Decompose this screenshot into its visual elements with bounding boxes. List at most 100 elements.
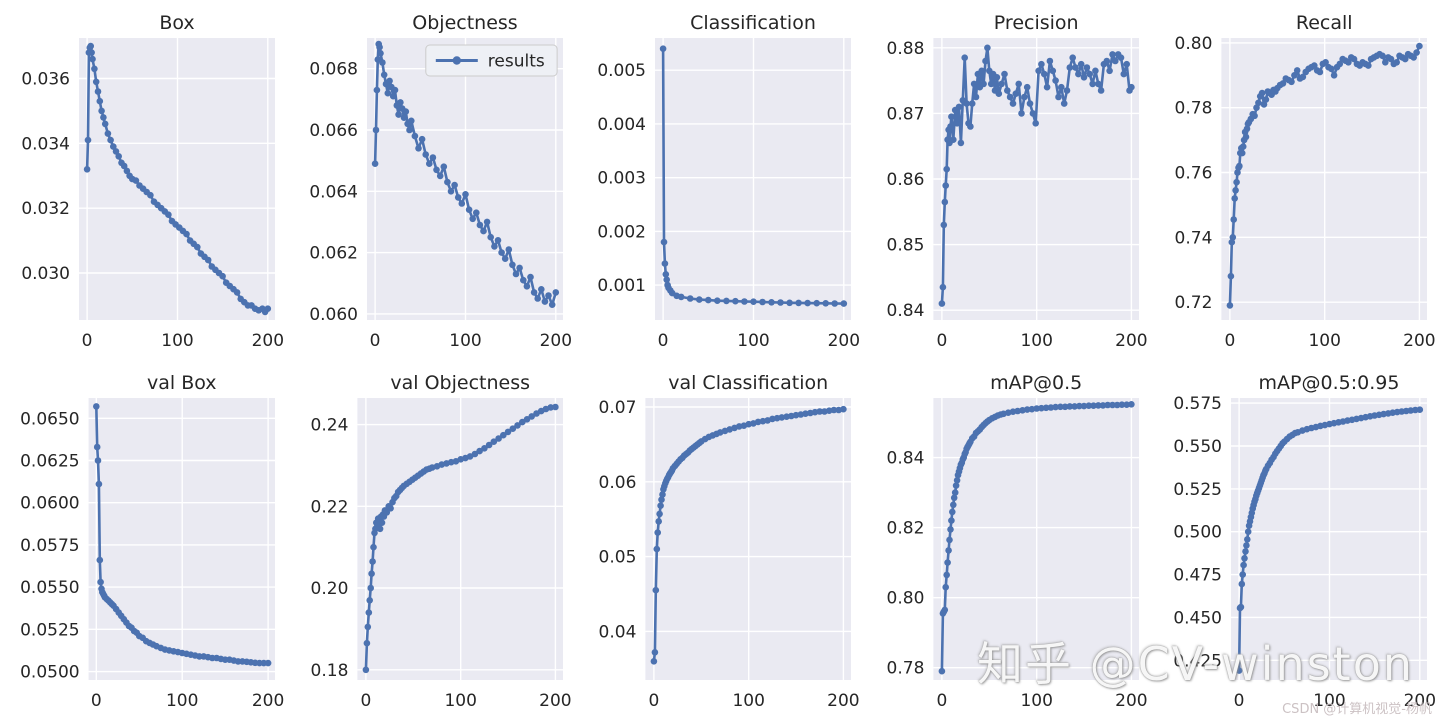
svg-text:0.0550: 0.0550 <box>20 578 79 598</box>
series-results <box>1235 406 1424 674</box>
svg-text:0: 0 <box>91 691 102 711</box>
svg-text:0: 0 <box>936 331 947 351</box>
chart-title: val Classification <box>668 372 828 394</box>
x-tick-labels: 0 100 200 <box>936 331 1147 351</box>
chart-cell-val-classification: 0.04 0.05 0.06 0.07 0 100 200 val Classificatio… <box>576 360 864 720</box>
chart-cell-box: 0.030 0.032 0.034 0.036 0 100 200 Box <box>0 0 288 360</box>
svg-text:0.068: 0.068 <box>309 60 358 80</box>
y-tick-labels: 0.030 0.032 0.034 0.036 <box>21 70 70 285</box>
chart-title: Classification <box>690 12 816 34</box>
svg-text:0: 0 <box>82 331 93 351</box>
svg-text:100: 100 <box>1313 691 1345 711</box>
svg-text:0.04: 0.04 <box>599 622 637 642</box>
chart-title: val Box <box>147 372 217 394</box>
svg-text:0.003: 0.003 <box>597 169 646 189</box>
series-results <box>93 403 272 667</box>
x-tick-labels: 0 100 200 <box>648 691 859 711</box>
svg-text:0.575: 0.575 <box>1173 394 1222 414</box>
x-tick-labels: 0 100 200 <box>370 331 572 351</box>
svg-text:200: 200 <box>540 331 572 351</box>
svg-text:0.0525: 0.0525 <box>20 620 79 640</box>
chart-title: val Objectness <box>390 372 530 394</box>
svg-text:0: 0 <box>936 691 947 711</box>
x-tick-labels: 0 100 200 <box>1234 691 1436 711</box>
svg-text:0.76: 0.76 <box>1175 164 1213 184</box>
chart-val-objectness: 0.18 0.20 0.22 0.24 0 100 200 val Objectness <box>311 372 572 711</box>
svg-text:0.425: 0.425 <box>1173 651 1222 671</box>
svg-text:0.0600: 0.0600 <box>20 494 79 514</box>
chart-title: Objectness <box>412 12 517 34</box>
svg-text:200: 200 <box>1115 331 1147 351</box>
svg-text:100: 100 <box>1308 331 1340 351</box>
chart-objectness: 0.060 0.062 0.064 0.066 0.068 0 100 200 results O… <box>309 12 572 351</box>
chart-val-box: 0.0500 0.0525 0.0550 0.0575 0.0600 0.0625 0.06… <box>20 372 284 711</box>
chart-classification: 0.001 0.002 0.003 0.004 0.005 0 100 200 Classifi… <box>597 12 860 351</box>
svg-text:0.07: 0.07 <box>599 398 637 418</box>
y-tick-labels: 0.425 0.450 0.475 0.500 0.525 0.550 0.575 <box>1173 394 1222 671</box>
chart-cell-classification: 0.001 0.002 0.003 0.004 0.005 0 100 200 Classifi… <box>576 0 864 360</box>
svg-text:0.72: 0.72 <box>1175 293 1213 313</box>
chart-recall: 0.72 0.74 0.76 0.78 0.80 0 100 200 Recall <box>1175 12 1436 351</box>
chart-title: Recall <box>1296 12 1353 34</box>
svg-text:0.0650: 0.0650 <box>20 409 79 429</box>
svg-text:100: 100 <box>732 691 764 711</box>
series-results <box>1226 42 1423 309</box>
chart-cell-val-objectness: 0.18 0.20 0.22 0.24 0 100 200 val Objectness <box>288 360 576 720</box>
svg-text:100: 100 <box>166 691 198 711</box>
svg-text:0.86: 0.86 <box>887 170 925 190</box>
y-tick-labels: 0.0500 0.0525 0.0550 0.0575 0.0600 0.0625 0.06… <box>20 409 79 682</box>
svg-text:0.062: 0.062 <box>309 244 358 264</box>
legend-label: results <box>488 52 545 72</box>
chart-map05: 0.78 0.80 0.82 0.84 0 100 200 mAP@0.5 <box>887 372 1148 711</box>
chart-cell-precision: 0.84 0.85 0.86 0.87 0.88 0 100 200 Precision <box>864 0 1152 360</box>
series-results <box>938 401 1135 675</box>
svg-text:100: 100 <box>1020 331 1052 351</box>
svg-text:0.034: 0.034 <box>21 134 70 154</box>
x-tick-labels: 0 100 200 <box>360 691 571 711</box>
series-results <box>659 45 848 307</box>
svg-text:0.550: 0.550 <box>1173 437 1222 457</box>
svg-text:0.06: 0.06 <box>599 473 637 493</box>
svg-text:0.0500: 0.0500 <box>20 663 79 683</box>
chart-cell-map05: 0.78 0.80 0.82 0.84 0 100 200 mAP@0.5 <box>864 360 1152 720</box>
legend: results <box>425 44 558 77</box>
x-tick-labels: 0 100 200 <box>82 331 284 351</box>
y-tick-labels: 0.04 0.05 0.06 0.07 <box>599 398 637 642</box>
svg-text:100: 100 <box>1020 691 1052 711</box>
svg-text:0.525: 0.525 <box>1173 480 1222 500</box>
svg-text:0: 0 <box>648 691 659 711</box>
series-results <box>938 44 1135 307</box>
chart-cell-recall: 0.72 0.74 0.76 0.78 0.80 0 100 200 Recall <box>1152 0 1440 360</box>
y-tick-labels: 0.72 0.74 0.76 0.78 0.80 <box>1175 34 1213 313</box>
chart-title: Box <box>159 12 194 34</box>
series-results <box>650 405 847 665</box>
svg-text:0: 0 <box>1234 691 1245 711</box>
svg-text:0.475: 0.475 <box>1173 566 1222 586</box>
svg-text:0.20: 0.20 <box>311 579 349 599</box>
svg-text:100: 100 <box>444 691 476 711</box>
svg-text:0.0625: 0.0625 <box>20 452 79 472</box>
svg-text:0.05: 0.05 <box>599 548 637 568</box>
series-results <box>371 40 560 309</box>
x-tick-labels: 0 100 200 <box>936 691 1147 711</box>
chart-title: mAP@0.5 <box>990 372 1082 394</box>
svg-text:0.84: 0.84 <box>887 449 925 469</box>
svg-text:0: 0 <box>370 331 381 351</box>
svg-text:0.032: 0.032 <box>21 199 70 219</box>
svg-text:0.002: 0.002 <box>597 222 646 242</box>
chart-box: 0.030 0.032 0.034 0.036 0 100 200 Box <box>21 12 284 351</box>
svg-text:200: 200 <box>252 331 284 351</box>
svg-text:0.24: 0.24 <box>311 416 349 436</box>
svg-text:0.74: 0.74 <box>1175 228 1213 248</box>
svg-text:0.030: 0.030 <box>21 264 70 284</box>
svg-text:0.78: 0.78 <box>1175 99 1213 119</box>
gridlines <box>367 38 563 320</box>
svg-text:100: 100 <box>449 331 481 351</box>
gridlines <box>79 38 275 320</box>
svg-text:200: 200 <box>1403 331 1435 351</box>
chart-title: mAP@0.5:0.95 <box>1259 372 1400 394</box>
y-tick-labels: 0.78 0.80 0.82 0.84 <box>887 449 925 679</box>
svg-text:200: 200 <box>1115 691 1147 711</box>
chart-val-classification: 0.04 0.05 0.06 0.07 0 100 200 val Classificatio… <box>599 372 860 711</box>
y-tick-labels: 0.001 0.002 0.003 0.004 0.005 <box>597 61 646 296</box>
